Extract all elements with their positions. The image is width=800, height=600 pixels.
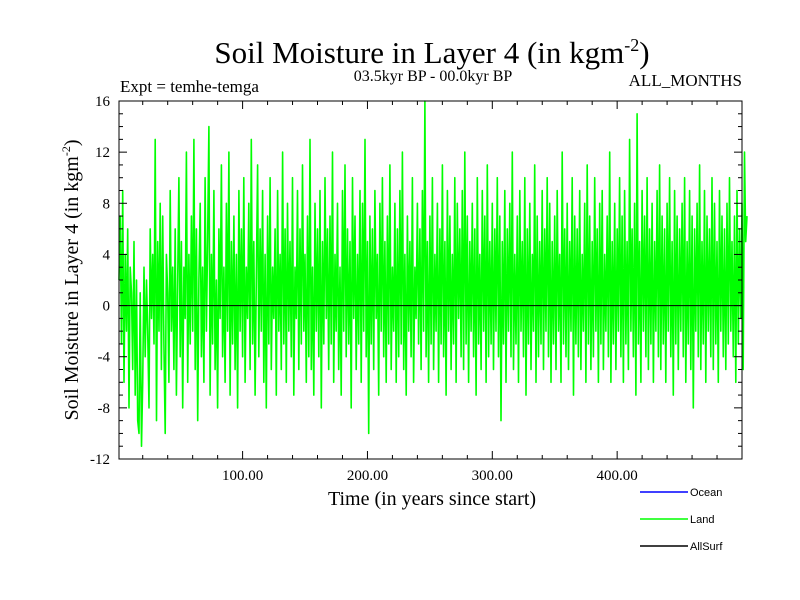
legend-label-land: Land — [690, 514, 714, 526]
chart-title-sup: -2 — [624, 35, 639, 55]
legend: Ocean Land AllSurf — [640, 487, 723, 553]
y-tick-label: 8 — [103, 196, 111, 212]
legend-label-allsurf: AllSurf — [690, 541, 723, 553]
y-tick-label: 12 — [95, 145, 110, 161]
y-axis-label-close: ) — [61, 139, 83, 146]
y-axis-label: Soil Moisture in Layer 4 (in kgm-2) — [59, 139, 83, 420]
x-tick-label: 100.00 — [222, 468, 263, 484]
y-tick-label: -12 — [90, 452, 110, 468]
plot-frame — [118, 100, 743, 460]
expt-label: Expt = temhe-temga — [120, 77, 259, 96]
y-axis-label-main: Soil Moisture in Layer 4 (in kgm — [61, 156, 83, 421]
y-tick-label: -4 — [98, 350, 111, 366]
x-tick-label: 200.00 — [347, 468, 388, 484]
y-tick-label: 4 — [103, 247, 111, 263]
months-label: ALL_MONTHS — [629, 71, 742, 90]
x-axis-label: Time (in years since start) — [328, 488, 536, 510]
y-axis-label-sup: -2 — [59, 146, 73, 156]
x-tick-label: 400.00 — [597, 468, 638, 484]
series-line-land — [118, 100, 748, 448]
x-tick-label: 300.00 — [472, 468, 513, 484]
chart-title: Soil Moisture in Layer 4 (in kgm-2) — [214, 35, 649, 70]
y-tick-label: 16 — [95, 94, 111, 110]
chart-title-main: Soil Moisture in Layer 4 (in kgm — [214, 35, 624, 70]
chart-subtitle: 03.5kyr BP - 00.0kyr BP — [354, 68, 513, 85]
y-tick-label: 0 — [103, 299, 111, 315]
series-layer — [118, 100, 748, 448]
chart-title-close: ) — [639, 35, 649, 70]
legend-label-ocean: Ocean — [690, 487, 722, 499]
y-tick-label: -8 — [98, 401, 111, 417]
